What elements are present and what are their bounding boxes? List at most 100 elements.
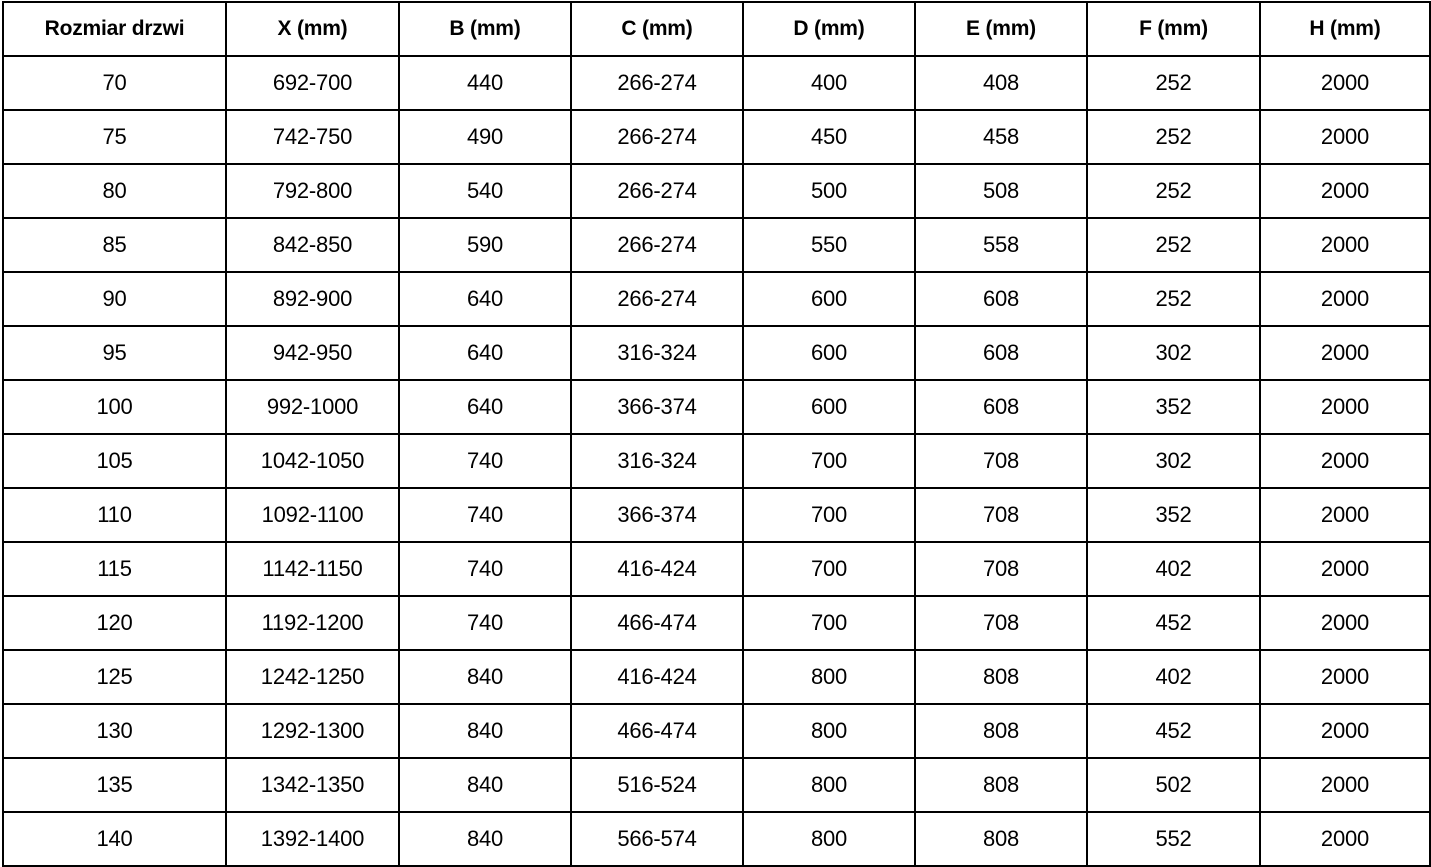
cell-c: 566-574: [570, 811, 744, 867]
table-row: 110 1092-1100 740 366-374 700 708 352 2000: [2, 487, 1431, 543]
cell-d: 700: [742, 595, 916, 651]
column-header-d: D (mm): [742, 1, 916, 57]
cell-h: 2000: [1259, 811, 1431, 867]
cell-f: 552: [1086, 811, 1261, 867]
column-header-e: E (mm): [914, 1, 1088, 57]
cell-b: 590: [398, 217, 572, 273]
cell-size: 135: [2, 757, 227, 813]
cell-size: 105: [2, 433, 227, 489]
column-header-h: H (mm): [1259, 1, 1431, 57]
cell-size: 115: [2, 541, 227, 597]
cell-b: 840: [398, 811, 572, 867]
table-row: 135 1342-1350 840 516-524 800 808 502 2000: [2, 757, 1431, 813]
cell-b: 440: [398, 55, 572, 111]
cell-h: 2000: [1259, 487, 1431, 543]
cell-size: 120: [2, 595, 227, 651]
cell-f: 252: [1086, 217, 1261, 273]
table-row: 95 942-950 640 316-324 600 608 302 2000: [2, 325, 1431, 381]
cell-c: 266-274: [570, 271, 744, 327]
column-header-b: B (mm): [398, 1, 572, 57]
cell-e: 808: [914, 649, 1088, 705]
cell-e: 808: [914, 703, 1088, 759]
cell-x: 1392-1400: [225, 811, 400, 867]
cell-f: 402: [1086, 541, 1261, 597]
cell-d: 600: [742, 271, 916, 327]
table-row: 70 692-700 440 266-274 400 408 252 2000: [2, 55, 1431, 111]
cell-f: 502: [1086, 757, 1261, 813]
cell-c: 466-474: [570, 703, 744, 759]
table-header-row: Rozmiar drzwi X (mm) B (mm) C (mm) D (mm) E (…: [2, 1, 1431, 57]
column-header-c: C (mm): [570, 1, 744, 57]
cell-x: 692-700: [225, 55, 400, 111]
cell-c: 416-424: [570, 541, 744, 597]
cell-e: 508: [914, 163, 1088, 219]
table-header: Rozmiar drzwi X (mm) B (mm) C (mm) D (mm) E (…: [2, 1, 1431, 57]
cell-c: 316-324: [570, 433, 744, 489]
cell-e: 558: [914, 217, 1088, 273]
cell-d: 550: [742, 217, 916, 273]
table-row: 115 1142-1150 740 416-424 700 708 402 2000: [2, 541, 1431, 597]
cell-c: 366-374: [570, 487, 744, 543]
cell-size: 85: [2, 217, 227, 273]
cell-h: 2000: [1259, 757, 1431, 813]
cell-d: 600: [742, 379, 916, 435]
cell-b: 740: [398, 433, 572, 489]
cell-x: 942-950: [225, 325, 400, 381]
cell-c: 316-324: [570, 325, 744, 381]
cell-h: 2000: [1259, 217, 1431, 273]
cell-d: 700: [742, 433, 916, 489]
table-row: 85 842-850 590 266-274 550 558 252 2000: [2, 217, 1431, 273]
cell-d: 600: [742, 325, 916, 381]
cell-h: 2000: [1259, 163, 1431, 219]
table-body: 70 692-700 440 266-274 400 408 252 2000 75 742-75…: [2, 55, 1431, 867]
column-header-x: X (mm): [225, 1, 400, 57]
cell-e: 708: [914, 487, 1088, 543]
cell-b: 640: [398, 271, 572, 327]
cell-e: 708: [914, 595, 1088, 651]
cell-f: 302: [1086, 433, 1261, 489]
cell-b: 740: [398, 487, 572, 543]
cell-b: 840: [398, 649, 572, 705]
cell-size: 80: [2, 163, 227, 219]
cell-e: 458: [914, 109, 1088, 165]
cell-d: 800: [742, 757, 916, 813]
cell-size: 125: [2, 649, 227, 705]
cell-size: 75: [2, 109, 227, 165]
cell-e: 608: [914, 325, 1088, 381]
table-row: 125 1242-1250 840 416-424 800 808 402 2000: [2, 649, 1431, 705]
cell-b: 740: [398, 595, 572, 651]
table-row: 75 742-750 490 266-274 450 458 252 2000: [2, 109, 1431, 165]
cell-b: 640: [398, 379, 572, 435]
cell-f: 402: [1086, 649, 1261, 705]
cell-f: 252: [1086, 109, 1261, 165]
cell-h: 2000: [1259, 541, 1431, 597]
cell-f: 252: [1086, 55, 1261, 111]
cell-d: 800: [742, 703, 916, 759]
cell-b: 840: [398, 703, 572, 759]
cell-e: 408: [914, 55, 1088, 111]
column-header-size: Rozmiar drzwi: [2, 1, 227, 57]
cell-x: 992-1000: [225, 379, 400, 435]
cell-e: 608: [914, 379, 1088, 435]
cell-d: 450: [742, 109, 916, 165]
cell-x: 892-900: [225, 271, 400, 327]
cell-h: 2000: [1259, 109, 1431, 165]
column-header-f: F (mm): [1086, 1, 1261, 57]
cell-d: 500: [742, 163, 916, 219]
cell-x: 1242-1250: [225, 649, 400, 705]
cell-x: 1342-1350: [225, 757, 400, 813]
cell-c: 266-274: [570, 109, 744, 165]
cell-b: 740: [398, 541, 572, 597]
cell-d: 400: [742, 55, 916, 111]
table-row: 80 792-800 540 266-274 500 508 252 2000: [2, 163, 1431, 219]
table-row: 90 892-900 640 266-274 600 608 252 2000: [2, 271, 1431, 327]
cell-b: 640: [398, 325, 572, 381]
cell-f: 452: [1086, 703, 1261, 759]
cell-x: 1142-1150: [225, 541, 400, 597]
cell-size: 90: [2, 271, 227, 327]
cell-size: 130: [2, 703, 227, 759]
cell-f: 352: [1086, 487, 1261, 543]
cell-c: 266-274: [570, 55, 744, 111]
cell-h: 2000: [1259, 379, 1431, 435]
